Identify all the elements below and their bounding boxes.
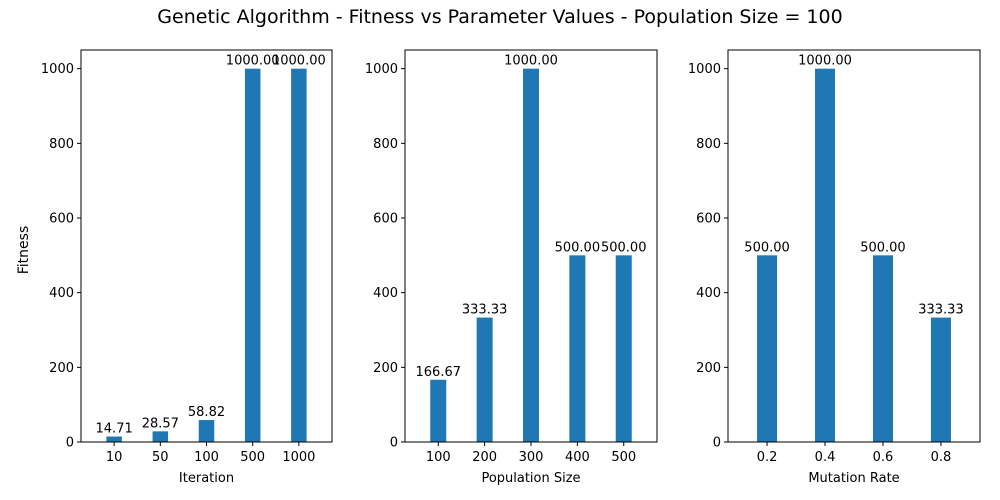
bar-1000	[291, 68, 307, 443]
x-tick-label: 100	[426, 450, 451, 465]
y-tick-label: 1000	[41, 62, 74, 77]
bar-200	[476, 317, 493, 442]
x-tick-label: 0.2	[757, 450, 778, 465]
x-tick-label: 1000	[282, 450, 315, 465]
data-label: 1000.00	[226, 54, 280, 69]
y-tick-label: 800	[373, 137, 398, 152]
bar-0.8	[930, 317, 951, 442]
y-tick-label: 0	[66, 436, 74, 451]
data-label: 58.82	[188, 405, 225, 420]
y-tick-label: 400	[49, 286, 74, 301]
chart-panel-2: 166.67 333.33 1000.00 500.00 500.00 0 200 400 60…	[365, 49, 658, 486]
data-label: 1000.00	[504, 54, 558, 69]
y-tick-label: 1000	[688, 62, 721, 77]
bar-0.2	[757, 255, 778, 442]
x-tick-label: 0.8	[931, 450, 952, 465]
x-axis-label: Mutation Rate	[808, 471, 899, 486]
x-axis-label: Population Size	[481, 471, 580, 486]
y-tick-label: 200	[49, 361, 74, 376]
bar-100	[198, 420, 215, 442]
y-tick-label: 0	[390, 436, 398, 451]
data-label: 1000.00	[272, 54, 326, 69]
bar-0.4	[815, 68, 836, 443]
x-tick-label: 500	[240, 450, 265, 465]
data-label: 1000.00	[798, 54, 852, 69]
bar-300	[523, 68, 539, 443]
y-tick-label: 0	[713, 436, 721, 451]
x-tick-label: 0.4	[815, 450, 836, 465]
data-label: 28.57	[142, 416, 179, 431]
data-label: 500.00	[744, 240, 790, 255]
bar-50	[152, 431, 169, 442]
x-tick-label: 300	[519, 450, 544, 465]
y-tick-label: 400	[373, 286, 398, 301]
y-tick-label: 400	[696, 286, 721, 301]
bar-10	[106, 436, 122, 442]
y-tick-label: 600	[373, 212, 398, 227]
y-tick-label: 600	[696, 212, 721, 227]
chart-panel-3: 500.00 1000.00 500.00 333.33 0 200 400 600 800 10…	[688, 49, 981, 486]
data-label: 500.00	[555, 240, 601, 255]
bar-100	[430, 379, 447, 442]
x-tick-label: 400	[565, 450, 590, 465]
y-tick-label: 200	[696, 361, 721, 376]
x-tick-label: 0.6	[873, 450, 894, 465]
data-label: 166.67	[416, 365, 462, 380]
x-tick-label: 100	[194, 450, 219, 465]
bar-0.6	[872, 255, 893, 442]
data-label: 14.71	[96, 422, 133, 437]
y-tick-label: 600	[49, 212, 74, 227]
y-tick-label: 200	[373, 361, 398, 376]
data-label: 500.00	[860, 240, 906, 255]
bar-500	[244, 68, 261, 443]
x-tick-label: 500	[611, 450, 636, 465]
figure-title: Genetic Algorithm - Fitness vs Parameter…	[157, 6, 843, 28]
y-tick-label: 1000	[365, 62, 398, 77]
x-tick-label: 200	[472, 450, 497, 465]
data-label: 333.33	[462, 303, 508, 318]
data-label: 333.33	[918, 303, 964, 318]
x-tick-label: 10	[106, 450, 123, 465]
x-axis-label: Iteration	[179, 471, 234, 486]
plot-frame	[727, 49, 981, 443]
bar-400	[569, 255, 586, 442]
x-tick-label: 50	[152, 450, 169, 465]
data-label: 500.00	[601, 240, 647, 255]
y-tick-label: 800	[49, 137, 74, 152]
y-tick-label: 800	[696, 137, 721, 152]
bar-500	[615, 255, 632, 442]
